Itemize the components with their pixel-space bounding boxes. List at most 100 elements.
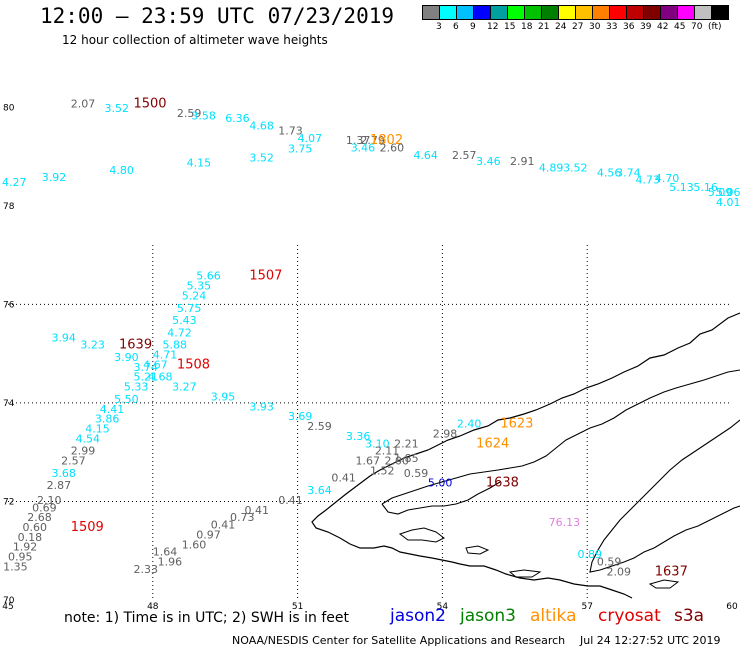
pass-time-label: 1639 (119, 338, 152, 353)
wave-height-label: 4.15 (187, 156, 212, 169)
wave-height-label: 0.95 (8, 551, 33, 564)
wave-height-label: 0.59 (597, 556, 622, 569)
wave-height-label: 5.00 (428, 477, 453, 490)
wave-height-label: 6.36 (225, 112, 250, 125)
pass-time-label: 1509 (71, 520, 104, 535)
page-subtitle: 12 hour collection of altimeter wave hei… (62, 33, 328, 47)
pass-time-label: 1638 (486, 476, 519, 491)
wave-height-label: 0.41 (278, 494, 303, 507)
colorbar-label: (ft) (708, 22, 722, 32)
wave-height-label: 2.40 (457, 418, 482, 431)
colorbar-swatch (473, 5, 491, 20)
colorbar-label: 21 (538, 22, 550, 32)
wave-height-label: 3.74 (133, 361, 158, 374)
colorbar-swatch (626, 5, 644, 20)
wave-height-label: 3.93 (249, 400, 273, 413)
wave-height-label: 3.64 (307, 484, 332, 497)
wave-height-label: 3.36 (346, 430, 371, 443)
wave-height-label: 5.24 (182, 289, 207, 302)
pass-time-label: 1802 (370, 133, 403, 148)
strait-coast (381, 481, 501, 515)
wave-height-label: 1.92 (13, 541, 38, 554)
legend-altika: altika (530, 606, 577, 626)
wave-height-label: 5.35 (187, 280, 212, 293)
colorbar-swatch (490, 5, 508, 20)
novaya-zemlya-inner (381, 369, 740, 505)
wave-height-label: 2.59 (177, 107, 202, 120)
wave-height-label: 0.41 (331, 472, 356, 485)
wave-height-label: 2.07 (71, 97, 96, 110)
colorbar-swatch (643, 5, 661, 20)
wave-height-label: 1.73 (278, 124, 303, 137)
lat-tick-label: 78 (3, 202, 15, 212)
colorbar-label: 33 (606, 22, 618, 32)
wave-height-label: 1.35 (3, 560, 28, 573)
wave-height-label: 4.70 (655, 172, 680, 185)
colorbar-label: 9 (470, 22, 476, 32)
colorbar-label: 3 (436, 22, 442, 32)
wave-height-label: 2.79 (360, 134, 385, 147)
colorbar-swatch (558, 5, 576, 20)
wave-height-label: 2.91 (510, 155, 535, 168)
wave-height-label: 0.60 (22, 521, 47, 534)
wave-height-label: 5.50 (114, 393, 139, 406)
credit-line: NOAA/NESDIS Center for Satellite Applica… (232, 634, 566, 647)
wave-height-label: 4.67 (143, 358, 168, 371)
wave-height-label: 2.60 (380, 142, 405, 155)
colorbar-swatch (541, 5, 559, 20)
colorbar-label: 6 (453, 22, 459, 32)
wave-height-label: 1.67 (356, 455, 381, 468)
wave-height-label: 3.94 (51, 331, 76, 344)
colorbar-label: 12 (487, 22, 499, 32)
wave-height-label: 3.69 (288, 410, 313, 423)
wave-height-label: 3.27 (172, 381, 197, 394)
wave-height-label: 0.89 (578, 548, 603, 561)
mainland-coast (589, 419, 740, 573)
wave-height-label: 4.64 (413, 149, 438, 162)
colorbar-swatch (660, 5, 678, 20)
legend-jason2: jason2 (390, 606, 446, 626)
colorbar-swatch (609, 5, 627, 20)
wave-height-label: 4.71 (153, 349, 178, 362)
pass-time-label: 1507 (249, 269, 282, 284)
colorbar-label: 27 (572, 22, 584, 32)
wave-height-label: 4.80 (109, 164, 134, 177)
wave-height-label: 0.18 (18, 531, 43, 544)
wave-height-label: 5.43 (172, 314, 197, 327)
wave-height-label: 2.99 (71, 445, 96, 458)
wave-height-label: 3.58 (191, 110, 216, 123)
lat-tick-label: 72 (3, 497, 14, 507)
lat-tick-label: 74 (3, 399, 15, 409)
footer-note: note: 1) Time is in UTC; 2) SWH is in fe… (64, 610, 350, 626)
wave-height-label: 2.98 (433, 427, 458, 440)
wave-height-label: 3.95 (211, 390, 236, 403)
graticule (8, 245, 732, 600)
wave-height-label: 2.10 (37, 494, 62, 507)
wave-height-label: 2.59 (307, 420, 332, 433)
colorbar-swatch (711, 5, 729, 20)
wave-height-label: 4.56 (597, 166, 622, 179)
wave-height-label: 3.46 (351, 142, 376, 155)
wave-height-label: 4.73 (635, 174, 660, 187)
page-title: 12:00 – 23:59 UTC 07/23/2019 (40, 4, 395, 28)
lon-tick-label: 60 (726, 602, 738, 612)
wave-height-label: 5.09 (708, 186, 733, 199)
wave-height-label: 5.16 (693, 181, 718, 194)
wave-height-label: 3.52 (105, 102, 129, 115)
wave-height-label: 5.33 (124, 381, 149, 394)
wave-height-label: 1.37 (346, 134, 371, 147)
wave-height-label: 0.73 (230, 511, 255, 524)
colorbar-swatch (694, 5, 712, 20)
coastline (311, 312, 740, 599)
wave-height-label: 3.92 (42, 171, 67, 184)
wave-height-label: 4.89 (539, 161, 564, 174)
lat-tick-label: 76 (3, 300, 15, 310)
wave-height-label: 3.74 (616, 166, 641, 179)
wave-height-label: 2.00 (384, 455, 409, 468)
timestamp: Jul 24 12:27:52 UTC 2019 (580, 634, 721, 647)
colorbar-label: 70 (691, 22, 703, 32)
wave-height-label: 1.64 (153, 546, 178, 559)
wave-height-label: 0.69 (32, 501, 57, 514)
wave-height-label: 3.86 (95, 413, 120, 426)
